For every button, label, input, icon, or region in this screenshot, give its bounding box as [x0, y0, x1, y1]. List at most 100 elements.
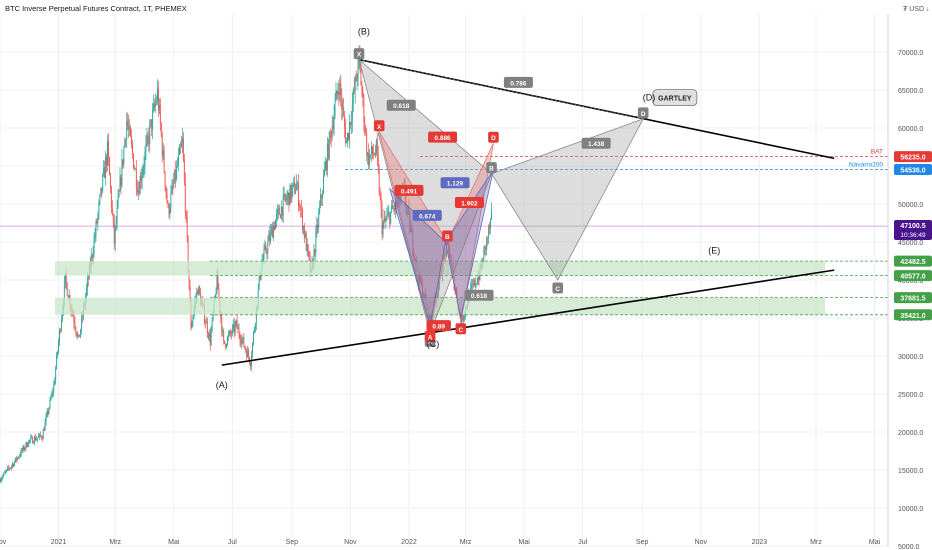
candle-body — [344, 115, 346, 128]
candle-body — [381, 208, 383, 235]
candle-body — [101, 187, 103, 192]
y-tick-label: 15000.0 — [898, 468, 923, 475]
y-tick-label: 65000.0 — [898, 88, 923, 95]
candle-body — [365, 130, 367, 133]
candle-body — [275, 220, 276, 230]
candle-body — [187, 237, 189, 270]
candle-body — [255, 306, 257, 325]
gray-point-label: X — [357, 52, 362, 59]
candle-body — [374, 153, 376, 156]
x-tick-label: Nov — [344, 539, 357, 546]
candle-body — [259, 275, 261, 279]
candle-body — [130, 127, 132, 137]
red-point-label: A — [428, 334, 433, 341]
candle-body — [24, 447, 26, 450]
candle-body — [247, 350, 249, 358]
candle-body — [296, 183, 298, 191]
candle-body — [418, 274, 420, 284]
candle-body — [76, 332, 78, 337]
candle-body — [163, 150, 165, 172]
candle-body — [271, 227, 273, 231]
candle-body — [128, 125, 130, 130]
candle-body — [292, 183, 294, 189]
candle-body — [302, 226, 304, 230]
candle-body — [246, 350, 248, 358]
y-tick-label: 20000.0 — [898, 430, 923, 437]
candle-body — [82, 316, 84, 318]
candle-body — [36, 438, 37, 441]
candle-body — [394, 207, 396, 210]
candle-body — [380, 196, 382, 209]
candle-body — [152, 110, 154, 130]
price-tag-value: 42482.5 — [900, 259, 925, 266]
candle-body — [122, 159, 124, 165]
candle-body — [431, 315, 433, 321]
candle-body — [133, 168, 135, 170]
candle-body — [348, 122, 350, 140]
candle-body — [258, 275, 260, 289]
candle-body — [274, 225, 276, 230]
gray-point-label: D — [641, 111, 646, 118]
candle-body — [472, 283, 474, 285]
candle-body — [129, 127, 131, 130]
candle-body — [244, 346, 246, 349]
candle-body — [165, 186, 167, 193]
candle-body — [424, 293, 426, 301]
ratio-red-xd: 0.886 — [434, 135, 451, 142]
candle-body — [115, 223, 117, 228]
candle-body — [340, 83, 342, 97]
candle-body — [328, 132, 330, 159]
candle-body — [355, 76, 357, 82]
price-tag-value: 54536.0 — [900, 168, 925, 175]
candle-body — [477, 276, 479, 284]
candle-body — [173, 182, 175, 187]
gray-point-label: B — [489, 166, 494, 173]
candle-body — [372, 154, 374, 155]
candle-body — [382, 223, 384, 235]
candle-body — [338, 92, 340, 95]
candle-body — [406, 207, 408, 209]
candle-body — [25, 442, 27, 448]
candle-body — [291, 188, 293, 199]
candle-body — [410, 229, 412, 232]
y-tick-label: 70000.0 — [898, 50, 923, 57]
candle-body — [269, 234, 271, 241]
x-tick-label: Mrz — [109, 539, 121, 546]
candle-body — [399, 197, 401, 203]
candle-body — [455, 289, 457, 292]
candle-body — [37, 436, 39, 438]
candle-body — [112, 213, 114, 222]
candle-body — [63, 282, 65, 304]
candle-body — [257, 288, 259, 306]
candle-body — [119, 176, 121, 191]
red-point-label: D — [491, 135, 496, 142]
candle-body — [326, 143, 328, 171]
x-tick-label: Jul — [228, 539, 237, 546]
candle-body — [411, 229, 413, 232]
candle-body — [45, 416, 47, 422]
candle-body — [336, 90, 338, 94]
candle-body — [341, 96, 343, 110]
candle-body — [305, 233, 307, 251]
candle-body — [3, 472, 5, 476]
candle-body — [276, 213, 277, 221]
candle-body — [319, 205, 321, 213]
candle-body — [300, 207, 301, 209]
candle-body — [177, 165, 179, 166]
y-tick-label: 50000.0 — [898, 202, 923, 209]
candle-body — [147, 135, 149, 137]
candle-body — [461, 313, 463, 327]
candle-body — [272, 227, 274, 238]
candle-body — [318, 212, 320, 228]
candle-body — [167, 202, 169, 206]
candle-body — [301, 209, 303, 230]
candle-body — [136, 187, 138, 193]
current-price-tag — [894, 220, 932, 241]
candle-body — [29, 440, 31, 441]
candle-body — [218, 289, 220, 298]
candle-body — [111, 207, 113, 214]
candle-body — [294, 181, 296, 194]
candle-body — [97, 213, 99, 223]
candle-body — [308, 251, 310, 258]
